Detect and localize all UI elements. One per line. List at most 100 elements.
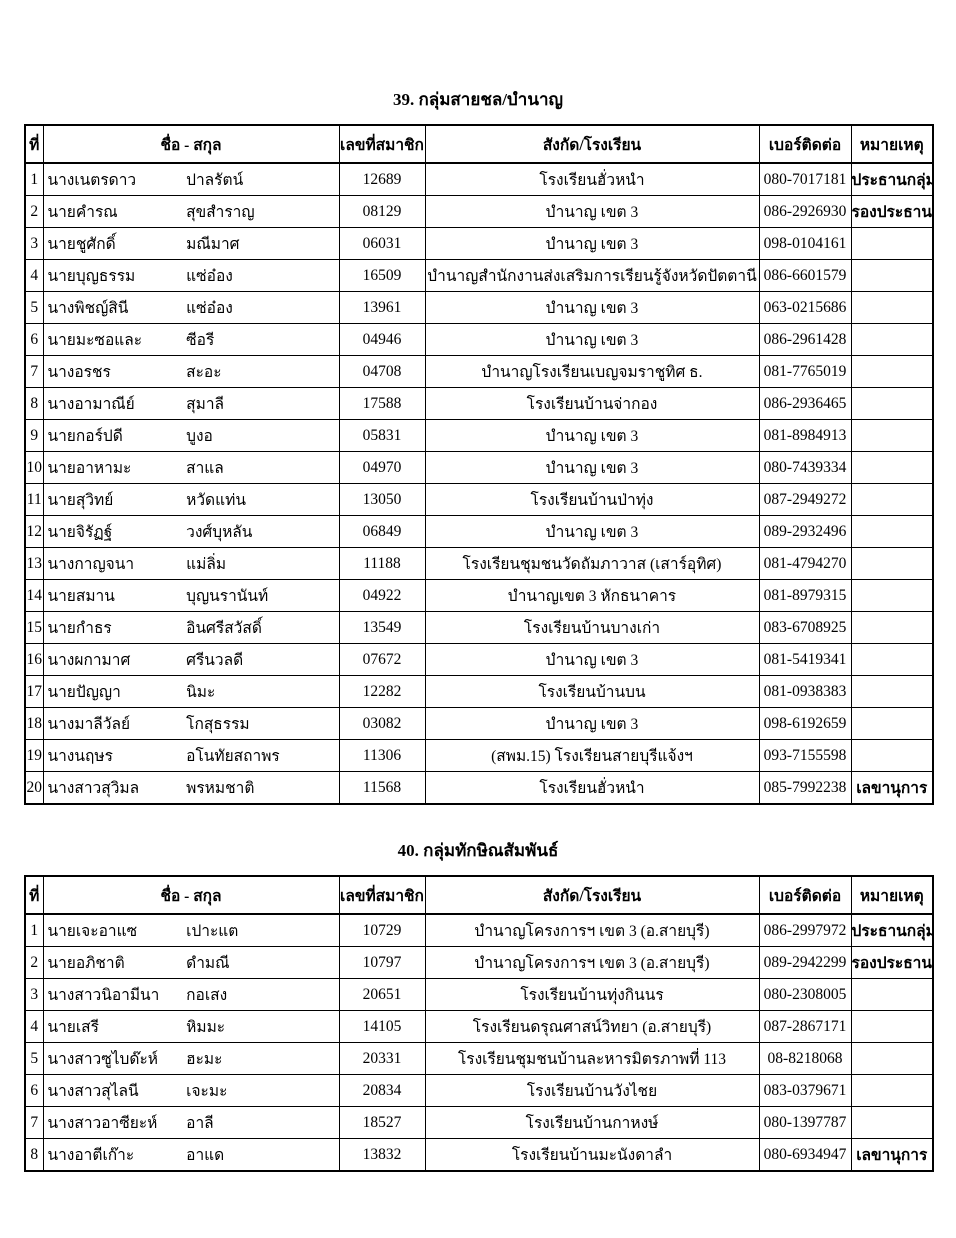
phone-cell: 081-7765019 (758, 355, 852, 388)
first-name: นายบุญธรรม (47, 268, 136, 285)
school-cell: บำนาญโครงการฯ เขต 3 (อ.สายบุรี) (424, 946, 760, 979)
phone-cell: 080-7017181 (758, 162, 852, 196)
name-wrap: นางสาวสุวิมล พรหมชาติ (44, 775, 338, 800)
remark-cell (850, 643, 934, 676)
name-cell: นางอรชร สะอะ (42, 355, 340, 388)
name-cell: นายคำรณ สุขสำราญ (42, 195, 340, 228)
col-header-member: เลขที่สมาชิก (338, 875, 426, 915)
col-header-member: เลขที่สมาชิก (338, 124, 426, 164)
remark-cell (850, 227, 934, 260)
first-name: นางพิชญ์สินี (47, 300, 129, 317)
table-row: 6 นางสาวสุไลนี เจะมะ 20834 โรงเรียนบ้านวังไช… (24, 1074, 934, 1107)
name-cell: นางอามาณีย์ สุมาลี (42, 387, 340, 420)
remark-cell: ประธานกลุ่ม (850, 162, 934, 196)
row-no-cell: 3 (24, 978, 44, 1011)
row-no-cell: 20 (24, 771, 44, 805)
member-no-cell: 10729 (338, 913, 426, 947)
last-name: อาแด (186, 1147, 225, 1164)
row-no-cell: 16 (24, 643, 44, 676)
member-no-cell: 20651 (338, 978, 426, 1011)
name-cell: นายกำธร อินศรีสวัสดิ์ (42, 611, 340, 644)
phone-cell: 083-0379671 (758, 1074, 852, 1107)
last-name: ซีอรี (186, 332, 215, 349)
school-cell: บำนาญโรงเรียนเบญจมราชูทิศ ธ. (424, 355, 760, 388)
row-no-cell: 14 (24, 579, 44, 612)
table-row: 5 นางพิชญ์สินี แซ่อ๋อง 13961 บำนาญ เขต 3 063-… (24, 291, 934, 324)
table-40-title: 40. กลุ่มทักษิณสัมพันธ์ (397, 841, 559, 860)
table-row: 3 นายชูศักดิ์ มณีมาศ 06031 บำนาญ เขต 3 098-01… (24, 227, 934, 260)
row-no-cell: 7 (24, 1106, 44, 1139)
phone-cell: 087-2867171 (758, 1010, 852, 1043)
last-name: สุมาลี (186, 396, 225, 413)
name-cell: นางอาตีเก๊าะ อาแด (42, 1138, 340, 1172)
first-name: นายคำรณ (47, 204, 118, 221)
row-no-cell: 2 (24, 946, 44, 979)
phone-cell: 086-2936465 (758, 387, 852, 420)
row-no-cell: 17 (24, 675, 44, 708)
school-cell: บำนาญ เขต 3 (424, 451, 760, 484)
col-header-no: ที่ (24, 124, 44, 164)
last-name: สุขสำราญ (186, 204, 255, 221)
school-cell: โรงเรียนบ้านบางเก่า (424, 611, 760, 644)
name-cell: นายเจะอาแซ เปาะแต (42, 913, 340, 947)
remark-cell (850, 978, 934, 1011)
remark-cell (850, 1042, 934, 1075)
first-name: นางสาวนิอามีนา (47, 987, 160, 1004)
table-39-title: 39. กลุ่มสายชล/บำนาญ (393, 90, 563, 109)
phone-cell: 063-0215686 (758, 291, 852, 324)
remark-cell (850, 323, 934, 356)
member-no-cell: 10797 (338, 946, 426, 979)
remark-cell (850, 387, 934, 420)
remark-cell (850, 259, 934, 292)
phone-cell: 081-0938383 (758, 675, 852, 708)
first-name: นายกอร์ปดี (47, 428, 123, 445)
last-name: ศรีนวลดี (186, 652, 244, 669)
row-no-cell: 8 (24, 387, 44, 420)
last-name: มณีมาศ (186, 236, 240, 253)
remark-cell: รองประธาน (850, 195, 934, 228)
name-wrap: นายชูศักดิ์ มณีมาศ (44, 231, 338, 256)
name-cell: นายจิรัฏฐ์ วงศ์บุหลัน (42, 515, 340, 548)
table-header-row: ที่ ชื่อ - สกุล เลขที่สมาชิก สังกัด/โรงเ… (24, 124, 934, 164)
member-no-cell: 18527 (338, 1106, 426, 1139)
name-cell: นายกอร์ปดี บูงอ (42, 419, 340, 452)
row-no-cell: 1 (24, 913, 44, 947)
school-cell: (สพม.15) โรงเรียนสายบุรีแจ้งฯ (424, 739, 760, 772)
table-row: 16 นางผกามาศ ศรีนวลดี 07672 บำนาญ เขต 3 081-5… (24, 643, 934, 676)
remark-cell (850, 739, 934, 772)
remark-cell (850, 611, 934, 644)
first-name: นายจิรัฏฐ์ (47, 524, 113, 541)
phone-cell: 081-8979315 (758, 579, 852, 612)
name-cell: นางนฤษร อโนทัยสถาพร (42, 739, 340, 772)
member-no-cell: 04708 (338, 355, 426, 388)
table-row: 12 นายจิรัฏฐ์ วงศ์บุหลัน 06849 บำนาญ เขต 3 08… (24, 515, 934, 548)
name-cell: นางสาวสุวิมล พรหมชาติ (42, 771, 340, 805)
member-no-cell: 04946 (338, 323, 426, 356)
row-no-cell: 11 (24, 483, 44, 516)
last-name: หิมมะ (186, 1019, 226, 1036)
name-cell: นายสุวิทย์ หวัดแท่น (42, 483, 340, 516)
first-name: นางสาวสุไลนี (47, 1083, 139, 1100)
name-wrap: นายกำธร อินศรีสวัสดิ์ (44, 615, 338, 640)
row-no-cell: 6 (24, 323, 44, 356)
first-name: นางเนตรดาว (47, 172, 137, 189)
table-row: 5 นางสาวซูไบด๊ะห์ ฮะมะ 20331 โรงเรียนชุมชนบ้… (24, 1042, 934, 1075)
name-wrap: นายสมาน บุญนรานันท์ (44, 583, 338, 608)
remark-cell (850, 675, 934, 708)
last-name: บูงอ (186, 428, 213, 445)
name-wrap: นายอาหามะ สาแล (44, 455, 338, 480)
col-header-phone: เบอร์ติดต่อ (758, 875, 852, 915)
first-name: นางผกามาศ (47, 652, 131, 669)
school-cell: โรงเรียนดรุณศาสน์วิทยา (อ.สายบุรี) (424, 1010, 760, 1043)
last-name: ฮะมะ (186, 1051, 223, 1068)
first-name: นางสาวสุวิมล (47, 780, 140, 797)
member-no-cell: 07672 (338, 643, 426, 676)
first-name: นายเจะอาแซ (47, 923, 138, 940)
row-no-cell: 12 (24, 515, 44, 548)
phone-cell: 086-2961428 (758, 323, 852, 356)
name-wrap: นางสาวอาซียะห์ อาลี (44, 1110, 338, 1135)
first-name: นางอาตีเก๊าะ (47, 1147, 135, 1164)
table-row: 13 นางกาญจนา แม่ลิ่ม 11188 โรงเรียนชุมชนวัดถ… (24, 547, 934, 580)
name-wrap: นายเจะอาแซ เปาะแต (44, 918, 338, 943)
remark-cell (850, 547, 934, 580)
